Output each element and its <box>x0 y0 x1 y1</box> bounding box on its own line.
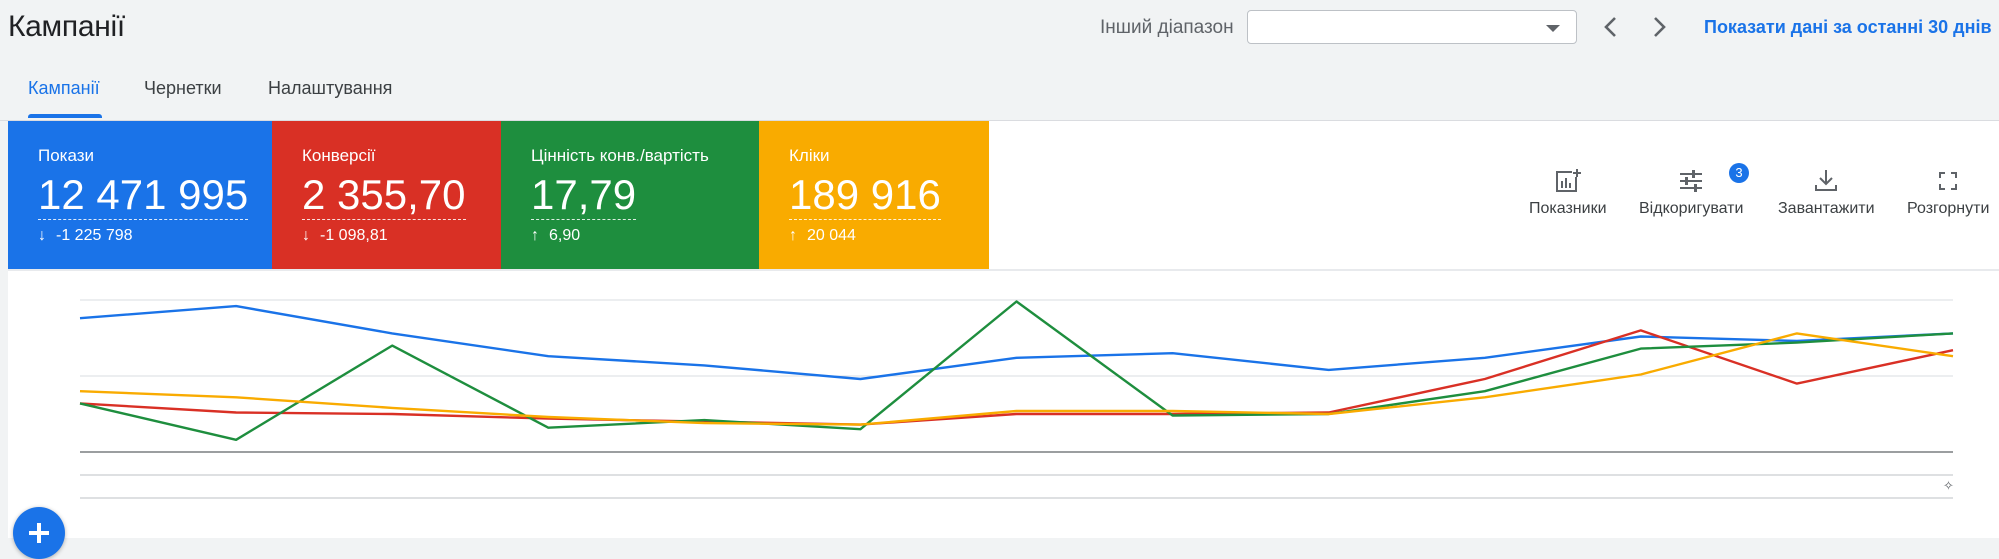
scorecard-impressions[interactable]: Покази 12 471 995 ↓ -1 225 798 <box>8 121 272 270</box>
download-icon <box>1815 170 1838 191</box>
adjust-count-badge: 3 <box>1729 163 1749 183</box>
scorecard-conv-value-cost[interactable]: Цінність конв./вартість 17,79 ↑ 6,90 <box>501 121 759 270</box>
scorecard-delta-value: 20 044 <box>807 227 856 244</box>
scorecard-delta: ↑ 6,90 <box>531 227 759 245</box>
scorecard-value: 189 916 <box>789 171 941 220</box>
previous-period-button[interactable] <box>1593 10 1629 44</box>
download-label: Завантажити <box>1778 200 1875 217</box>
scorecard-value: 17,79 <box>531 171 637 220</box>
scorecard-label: Кліки <box>789 146 830 165</box>
expand-button[interactable]: Розгорнути <box>1907 168 1989 218</box>
add-chart-icon <box>1555 168 1582 192</box>
adjust-label: Відкоригувати <box>1639 200 1744 217</box>
tab-campaigns[interactable]: Кампанії <box>28 78 100 98</box>
series-line-3 <box>79 300 1954 441</box>
metrics-label: Показники <box>1529 200 1607 217</box>
tab-drafts[interactable]: Чернетки <box>144 78 222 98</box>
date-range-label: Інший діапазон <box>1100 17 1234 38</box>
scorecard-delta: ↓ -1 098,81 <box>302 227 501 245</box>
date-range-select[interactable] <box>1247 10 1577 44</box>
top-bar: Кампанії Інший діапазон Показати дані за… <box>0 0 1999 60</box>
download-button[interactable]: Завантажити <box>1778 168 1875 218</box>
series-line-2 <box>79 329 1954 426</box>
scorecard-delta: ↓ -1 225 798 <box>38 227 272 245</box>
tune-icon <box>1680 170 1703 192</box>
plus-icon <box>29 523 49 543</box>
expand-label: Розгорнути <box>1907 200 1990 217</box>
arrow-down-icon: ↓ <box>302 227 310 244</box>
arrow-down-icon: ↓ <box>38 227 46 244</box>
adjust-button[interactable]: Відкоригувати <box>1639 168 1743 218</box>
next-period-button[interactable] <box>1641 10 1677 44</box>
scorecard-divider <box>8 269 1999 271</box>
scorecard-label: Конверсії <box>302 146 376 165</box>
series-line-1 <box>79 304 1954 381</box>
tab-settings[interactable]: Налаштування <box>268 78 393 98</box>
scorecard-value: 2 355,70 <box>302 171 466 220</box>
sparkle-icon: ✧ <box>1943 478 1954 493</box>
metrics-button[interactable]: Показники <box>1529 168 1607 218</box>
show-last-30-days-link[interactable]: Показати дані за останні 30 днів <box>1704 17 1992 37</box>
chevron-right-icon <box>1654 17 1666 37</box>
performance-line-chart <box>79 299 1954 499</box>
scorecard-label: Покази <box>38 146 95 165</box>
scorecard-value: 12 471 995 <box>38 171 249 220</box>
create-campaign-button[interactable] <box>13 507 65 559</box>
arrow-up-icon: ↑ <box>789 227 797 244</box>
scorecard-label: Цінність конв./вартість <box>531 146 709 165</box>
chevron-left-icon <box>1604 17 1616 37</box>
page-title: Кампанії <box>8 10 125 43</box>
caret-down-icon <box>1546 25 1560 32</box>
scorecard-delta-value: 6,90 <box>549 227 581 244</box>
scorecard-delta: ↑ 20 044 <box>789 227 989 245</box>
active-tab-indicator <box>28 114 102 118</box>
tabs-divider <box>0 120 1999 121</box>
fullscreen-icon <box>1939 172 1958 190</box>
scorecard-delta-value: -1 098,81 <box>320 227 388 244</box>
scorecard-conversions[interactable]: Конверсії 2 355,70 ↓ -1 098,81 <box>272 121 501 270</box>
scorecard-clicks[interactable]: Кліки 189 916 ↑ 20 044 <box>759 121 989 270</box>
arrow-up-icon: ↑ <box>531 227 539 244</box>
series-line-4 <box>79 332 1954 426</box>
scorecard-delta-value: -1 225 798 <box>56 227 133 244</box>
